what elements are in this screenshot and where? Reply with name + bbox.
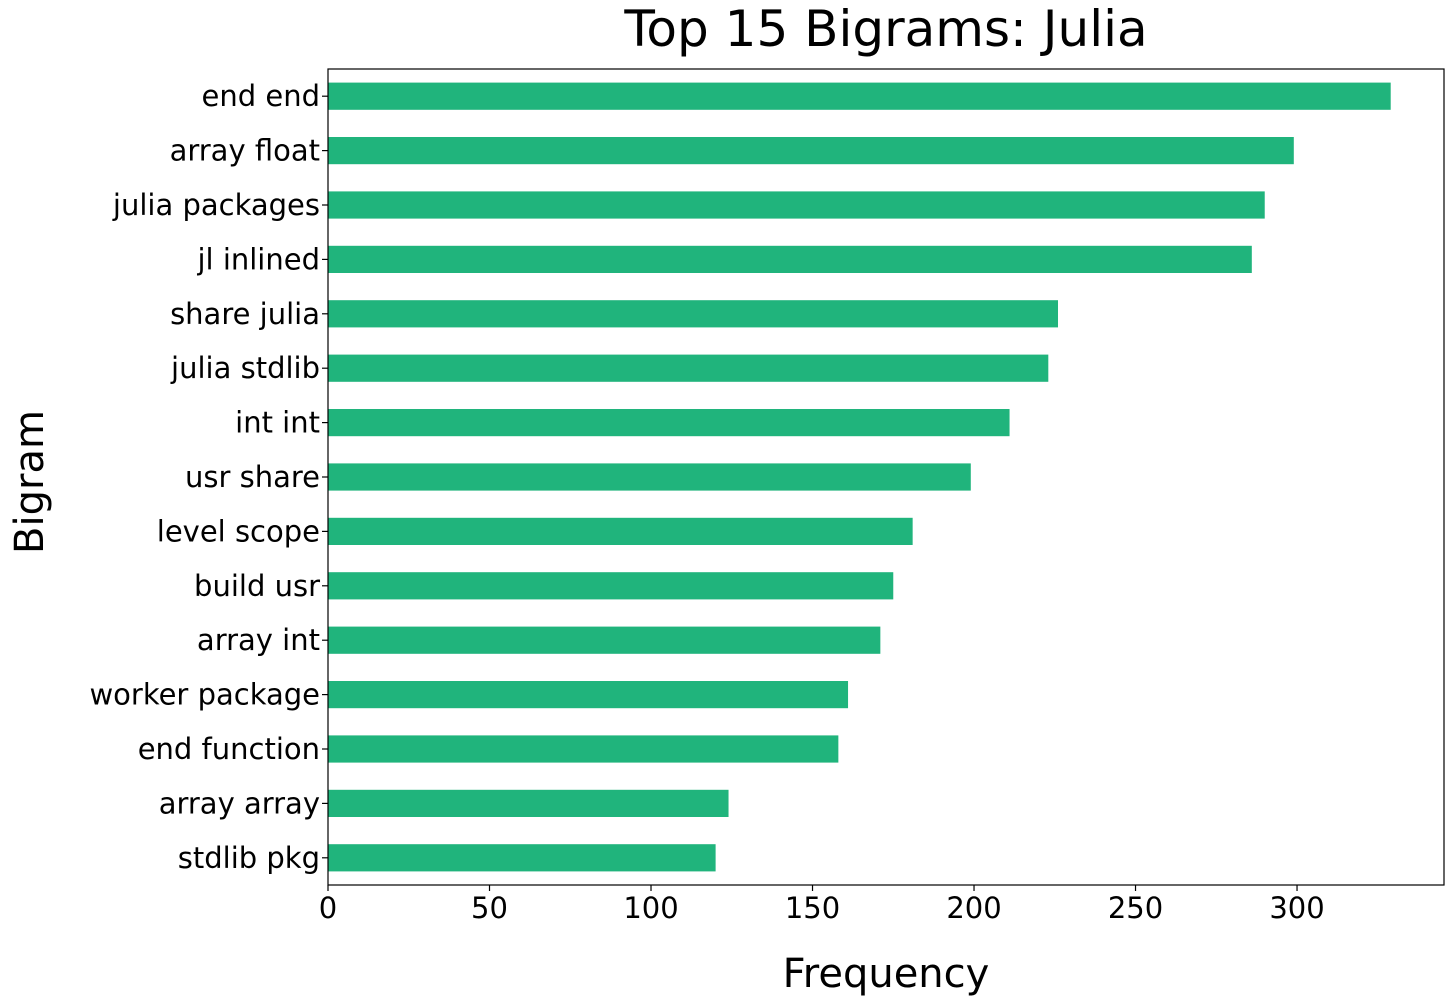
bar-02: [328, 137, 1294, 165]
bar-07: [328, 409, 1010, 437]
y-tick-label-03: julia packages: [112, 188, 320, 222]
bar-14: [328, 789, 729, 817]
plot-frame: [327, 68, 1445, 886]
x-tick-label-100: 100: [623, 891, 678, 925]
bar-06: [328, 354, 1049, 382]
y-tick-label-06: julia stdlib: [170, 351, 320, 385]
x-tick-label-0: 0: [319, 891, 337, 925]
chart-title: Top 15 Bigrams: Julia: [623, 0, 1147, 58]
y-tick-label-01: end end: [202, 79, 320, 113]
x-tick-label-300: 300: [1269, 891, 1324, 925]
y-tick-label-09: level scope: [157, 514, 320, 548]
bar-04: [328, 245, 1252, 273]
y-tick-label-02: array float: [170, 134, 320, 168]
y-tick-label-13: end function: [138, 732, 320, 766]
y-tick-label-04: jl inlined: [196, 242, 320, 276]
y-axis-ticks: end end array float julia packages jl inlin…: [89, 79, 328, 875]
x-axis-label: Frequency: [783, 951, 990, 997]
y-tick-label-14: array array: [159, 786, 320, 820]
bar-09: [328, 517, 913, 545]
x-tick-label-50: 50: [471, 891, 508, 925]
y-axis-label: Bigram: [7, 410, 53, 554]
y-tick-label-07: int int: [235, 406, 320, 440]
y-tick-label-15: stdlib pkg: [178, 841, 320, 875]
bar-10: [328, 572, 894, 600]
y-tick-label-08: usr share: [185, 460, 320, 494]
x-tick-label-150: 150: [785, 891, 840, 925]
bar-15: [328, 844, 716, 872]
bar-03: [328, 191, 1265, 219]
bar-01: [328, 82, 1391, 110]
x-tick-label-250: 250: [1108, 891, 1163, 925]
x-tick-label-200: 200: [946, 891, 1001, 925]
bar-12: [328, 681, 849, 709]
bar-13: [328, 735, 839, 763]
y-tick-label-10: build usr: [194, 569, 320, 603]
bar-11: [328, 626, 881, 654]
y-tick-label-05: share julia: [170, 297, 320, 331]
bar-05: [328, 300, 1059, 328]
y-tick-label-11: array int: [197, 623, 320, 657]
y-tick-label-12: worker package: [89, 678, 320, 712]
x-axis-ticks: 0 50 100 150 200 250 300: [319, 885, 1325, 925]
bars-group: [328, 82, 1391, 872]
bar-08: [328, 463, 971, 491]
